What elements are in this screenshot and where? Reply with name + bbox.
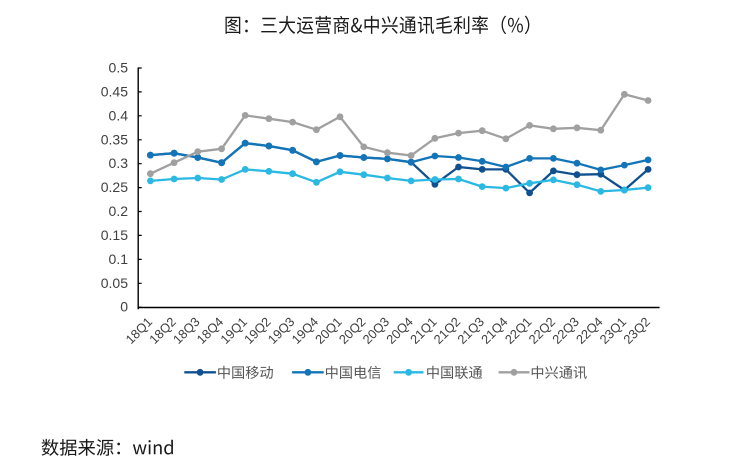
svg-text:0.4: 0.4: [109, 107, 129, 123]
svg-text:0.1: 0.1: [109, 251, 129, 267]
svg-text:0.45: 0.45: [101, 83, 128, 99]
svg-text:0.15: 0.15: [101, 227, 128, 243]
svg-text:0.05: 0.05: [101, 275, 128, 291]
svg-text:0.3: 0.3: [109, 155, 129, 171]
svg-text:0.2: 0.2: [109, 203, 129, 219]
svg-text:0.35: 0.35: [101, 131, 128, 147]
svg-text:0.25: 0.25: [101, 179, 128, 195]
svg-text:0.5: 0.5: [109, 60, 129, 76]
svg-text:0: 0: [120, 299, 128, 315]
